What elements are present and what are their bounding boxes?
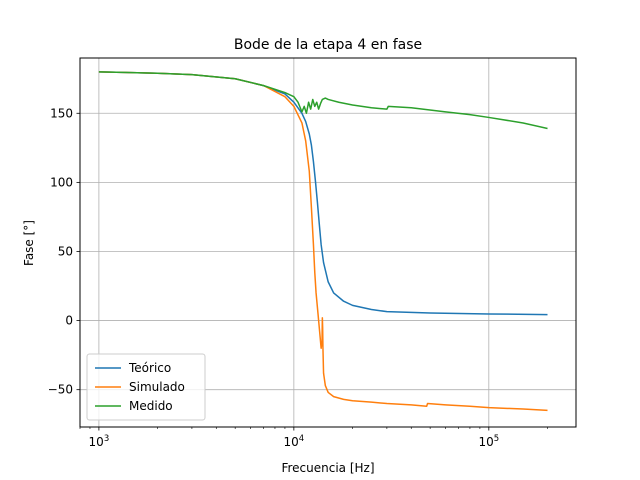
x-tick-label: 105 [478, 434, 499, 449]
legend-label: Simulado [129, 380, 185, 394]
y-axis-label: Fase [°] [22, 220, 36, 266]
x-tick-exponent: 5 [494, 434, 499, 444]
legend: Teórico Simulado Medido [86, 353, 206, 421]
y-tick-label: 0 [65, 314, 73, 328]
x-tick-exponent: 4 [299, 434, 304, 444]
x-tick-label: 103 [89, 434, 110, 449]
series-line-3 [98, 71, 548, 130]
chart-title: Bode de la etapa 4 en fase [234, 37, 422, 53]
x-tick-base: 10 [284, 435, 299, 449]
legend-label: Medido [129, 399, 173, 413]
x-tick-label: 104 [284, 434, 305, 449]
legend-label: Teórico [128, 361, 171, 375]
plot-frame [79, 57, 577, 428]
y-tick-label: 50 [58, 244, 73, 258]
x-tick-base: 10 [478, 435, 493, 449]
legend-box [86, 353, 206, 421]
y-tick-label: 100 [50, 175, 73, 189]
x-tick-exponent: 3 [104, 434, 109, 444]
series-lines [98, 71, 548, 412]
series-line-2 [98, 71, 548, 412]
y-tick-label: 150 [50, 106, 73, 120]
x-axis-label: Frecuencia [Hz] [281, 461, 374, 475]
x-tick-base: 10 [89, 435, 104, 449]
y-tick-label: −50 [48, 383, 73, 397]
